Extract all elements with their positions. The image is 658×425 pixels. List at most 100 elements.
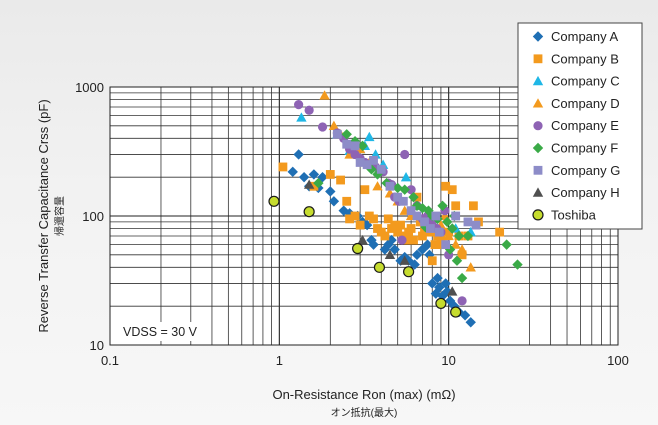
data-point-company-g — [376, 164, 386, 174]
data-point-company-g — [425, 224, 435, 233]
data-point-company-g — [463, 217, 473, 227]
legend-label: Company B — [551, 51, 619, 66]
x-tick-label: 100 — [607, 353, 629, 368]
data-point-toshiba — [352, 242, 364, 255]
data-point-company-b — [355, 220, 365, 230]
data-point-company-b — [342, 196, 352, 206]
legend-label: Company C — [551, 74, 620, 89]
data-point-company-b — [406, 224, 416, 233]
data-point-company-c — [296, 112, 307, 122]
data-point-company-f — [423, 205, 434, 216]
x-axis-sublabel: オン抵抗(最大) — [331, 406, 398, 419]
y-tick-label: 10 — [90, 338, 104, 353]
data-point-toshiba — [373, 261, 386, 273]
data-point-company-b — [427, 256, 437, 266]
data-point-company-g — [441, 240, 451, 250]
data-point-company-d — [328, 120, 340, 130]
data-point-company-g — [369, 155, 378, 165]
data-point-company-d — [450, 239, 461, 249]
data-point-company-b — [447, 185, 457, 195]
data-point-company-g — [350, 141, 360, 151]
data-point-company-c — [400, 171, 412, 182]
data-point-company-g — [342, 139, 352, 149]
data-point-company-f — [357, 140, 368, 152]
legend-item-toshiba: Toshiba — [532, 207, 597, 222]
data-point-company-b — [336, 175, 345, 185]
data-point-company-a — [411, 249, 423, 261]
x-tick-label: 1 — [276, 353, 283, 368]
x-tick-label: 0.1 — [101, 353, 119, 368]
data-point-company-g — [420, 217, 429, 227]
data-point-company-h — [384, 249, 396, 259]
y-axis-label: Reverse Transfer Capacitance Crss (pF) — [36, 99, 51, 332]
legend-label: Company H — [551, 185, 620, 200]
data-point-company-b — [383, 214, 393, 224]
data-point-company-f — [451, 255, 463, 266]
data-point-company-b — [495, 227, 505, 237]
data-point-company-f — [501, 239, 512, 250]
data-point-company-g — [332, 129, 342, 139]
legend-marker-company-h — [532, 187, 544, 197]
legend-item-company-c: Company C — [532, 74, 620, 89]
data-point-company-g — [393, 192, 403, 202]
data-point-company-f — [447, 223, 458, 234]
data-point-company-b — [278, 162, 288, 172]
series-company-h — [303, 179, 458, 296]
data-point-company-e — [304, 105, 314, 115]
data-point-company-h — [303, 179, 315, 189]
legend-marker-company-g — [533, 165, 543, 175]
vdss-annotation-box — [118, 322, 206, 341]
data-point-company-f — [399, 184, 410, 195]
data-point-company-f — [512, 259, 523, 270]
data-point-company-b — [309, 181, 319, 191]
legend-label: Company F — [551, 141, 618, 156]
data-point-company-f — [349, 136, 361, 147]
legend-item-company-a: Company A — [532, 29, 619, 44]
data-point-company-a — [389, 244, 400, 255]
data-point-company-e — [406, 185, 416, 195]
data-point-company-a — [308, 169, 320, 180]
data-point-company-a — [422, 239, 433, 250]
data-point-company-f — [392, 182, 403, 194]
legend-item-company-d: Company D — [532, 96, 620, 111]
data-point-company-b — [418, 231, 427, 241]
legend-marker-toshiba — [532, 209, 544, 221]
data-point-toshiba — [403, 266, 415, 278]
data-point-company-e — [457, 296, 467, 306]
data-point-company-f — [437, 200, 448, 211]
data-point-toshiba — [303, 206, 315, 218]
data-point-company-f — [441, 216, 453, 228]
legend-label: Company D — [551, 96, 620, 111]
y-tick-label: 1000 — [75, 80, 104, 95]
legend-item-company-f: Company F — [532, 141, 618, 156]
data-point-company-d — [372, 181, 383, 191]
data-point-company-d — [319, 90, 330, 100]
legend-marker-company-e — [533, 121, 543, 131]
data-point-company-a — [293, 149, 304, 160]
data-point-company-b — [441, 181, 451, 191]
legend-marker-company-f — [532, 142, 544, 154]
data-point-company-b — [345, 214, 355, 224]
data-point-company-a — [287, 166, 298, 178]
data-point-toshiba — [435, 297, 447, 310]
tick-labels: 0.1 1 10 100 10 100 1000 — [75, 80, 629, 368]
x-tick-label: 10 — [441, 353, 455, 368]
data-point-company-b — [430, 240, 440, 250]
legend: Company A Company B Company C Company D Comp… — [517, 22, 643, 230]
data-point-company-f — [313, 177, 324, 189]
data-point-company-a — [409, 259, 420, 270]
data-point-company-h — [447, 286, 458, 296]
data-point-company-a — [328, 196, 340, 207]
data-point-toshiba — [268, 195, 280, 207]
legend-item-company-b: Company B — [533, 51, 619, 66]
legend-item-company-e: Company E — [533, 118, 619, 133]
data-point-company-a — [325, 186, 336, 197]
data-point-company-b — [457, 250, 467, 260]
data-point-company-g — [431, 211, 441, 221]
data-point-company-b — [396, 220, 405, 230]
data-point-company-a — [338, 205, 349, 216]
data-point-company-h — [357, 234, 368, 245]
data-point-company-b — [451, 201, 461, 211]
data-point-company-b — [409, 235, 418, 245]
data-point-company-b — [380, 231, 390, 241]
